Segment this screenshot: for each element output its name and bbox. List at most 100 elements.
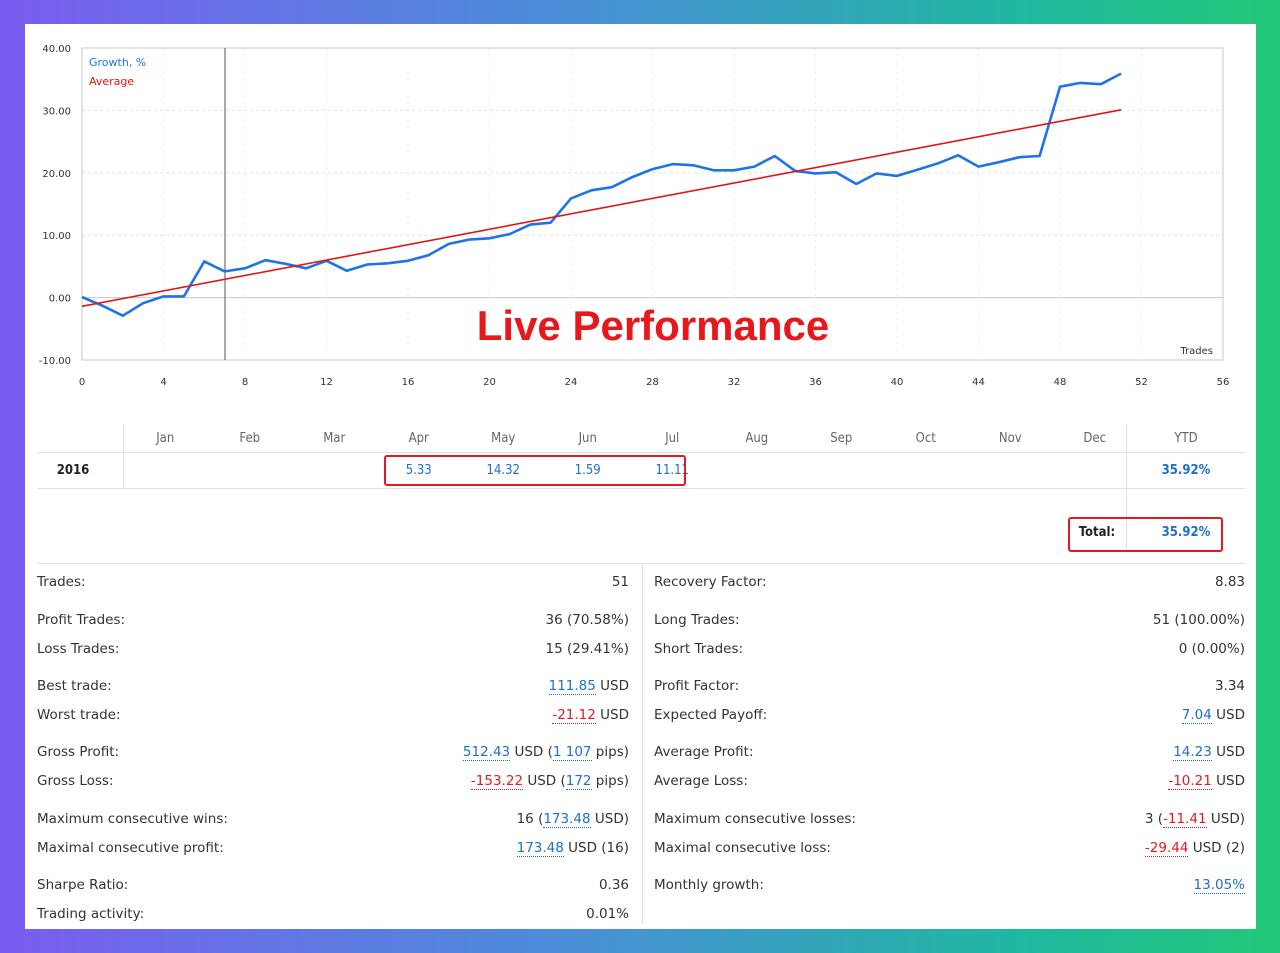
- stat-value: -29.44 USD (2): [1144, 840, 1245, 857]
- highlight-box-months: [384, 455, 686, 486]
- stat-value-text: USD (: [510, 744, 553, 760]
- y-tick-labels: 40.00 30.00 20.00 10.00 0.00 -10.00: [39, 44, 71, 367]
- stat-label: Monthly growth:: [654, 877, 764, 893]
- average-series-line[interactable]: [81, 109, 1122, 308]
- stat-label: Maximum consecutive wins:: [37, 811, 228, 827]
- month-header-oct: Oct: [915, 431, 936, 446]
- stat-value-link[interactable]: 512.43: [462, 744, 511, 761]
- y-tick-label: 40.00: [42, 44, 71, 55]
- stat-value: 0 (0.00%): [1178, 641, 1245, 657]
- total-value: 35.92%: [1161, 525, 1211, 540]
- x-tick-label: 32: [728, 377, 741, 388]
- stat-value: 111.85 USD: [548, 678, 629, 695]
- x-tick-label: 8: [242, 377, 248, 388]
- stat-label: Short Trades:: [654, 641, 744, 657]
- stat-value-text: USD: [1211, 707, 1245, 723]
- x-tick-label: 40: [891, 377, 904, 388]
- stat-value-text: 3 (: [1144, 811, 1164, 827]
- stat-value: 3 (-11.41 USD): [1144, 811, 1245, 828]
- stat-value-text: USD (16): [563, 840, 629, 856]
- stat-value-link[interactable]: 13.05%: [1193, 877, 1245, 894]
- month-header-feb: Feb: [239, 431, 261, 446]
- growth-series-line[interactable]: [81, 72, 1122, 318]
- stat-value-link[interactable]: 1 107: [552, 744, 592, 761]
- stat-value-link[interactable]: -21.12: [552, 707, 596, 724]
- stat-label: Long Trades:: [654, 612, 740, 628]
- stat-value-text: USD: [595, 678, 629, 694]
- stat-value: 15 (29.41%): [545, 641, 629, 657]
- x-tick-label: 4: [160, 377, 166, 388]
- stat-value-link[interactable]: 111.85: [548, 678, 596, 695]
- stat-label: Recovery Factor:: [654, 574, 767, 590]
- stat-value-link[interactable]: -29.44: [1144, 840, 1189, 857]
- stat-label: Maximal consecutive loss:: [654, 840, 831, 856]
- stat-value-text: USD): [590, 811, 629, 827]
- stat-value-link[interactable]: 172: [565, 773, 592, 790]
- stat-value-link[interactable]: 173.48: [543, 811, 591, 828]
- stat-label: Worst trade:: [37, 707, 121, 723]
- chart-grid: [82, 48, 1223, 360]
- stat-value: 8.83: [1214, 574, 1245, 590]
- stat-value: 36 (70.58%): [545, 612, 629, 628]
- stat-value: 0.36: [598, 877, 629, 893]
- stat-value-link[interactable]: -11.41: [1163, 811, 1207, 828]
- x-tick-label: 20: [483, 377, 496, 388]
- y-tick-label: 0.00: [49, 294, 71, 305]
- stat-value-link[interactable]: 7.04: [1181, 707, 1212, 724]
- x-tick-label: 24: [565, 377, 578, 388]
- month-value-jun[interactable]: 1.59: [574, 463, 601, 478]
- stat-value-link[interactable]: -10.21: [1168, 773, 1212, 790]
- stat-value-text: USD: [1211, 744, 1245, 760]
- stat-value: 0.01%: [586, 906, 629, 922]
- x-tick-label: 52: [1135, 377, 1148, 388]
- month-header-mar: Mar: [323, 431, 346, 446]
- stat-value: -10.21 USD: [1168, 773, 1245, 790]
- stat-value-link[interactable]: 14.23: [1173, 744, 1212, 761]
- month-value-may[interactable]: 14.32: [486, 463, 520, 478]
- y-tick-label: 10.00: [42, 231, 71, 242]
- y-tick-label: 30.00: [42, 106, 71, 117]
- month-header-dec: Dec: [1083, 431, 1107, 446]
- x-tick-label: 16: [402, 377, 415, 388]
- stat-value-text: USD (: [523, 773, 566, 789]
- legend-average[interactable]: Average: [89, 75, 134, 88]
- x-tick-label: 56: [1217, 377, 1230, 388]
- table-bottom-divider: [37, 563, 1245, 564]
- month-header-sep: Sep: [830, 431, 853, 446]
- month-header-jan: Jan: [156, 431, 175, 446]
- stat-value: 14.23 USD: [1173, 744, 1245, 761]
- stat-label: Trading activity:: [37, 906, 145, 922]
- stat-value-link[interactable]: -153.22: [470, 773, 524, 790]
- ytd-value: 35.92%: [1161, 463, 1211, 478]
- x-axis-label: Trades: [1179, 346, 1213, 357]
- month-value-jul[interactable]: 11.11: [655, 463, 689, 478]
- stat-value: 512.43 USD (1 107 pips): [462, 744, 629, 761]
- chart-series: [81, 72, 1122, 318]
- legend-growth[interactable]: Growth, %: [89, 56, 146, 69]
- chart-title-overlay: Live Performance: [477, 302, 830, 349]
- stat-value: -153.22 USD (172 pips): [470, 773, 629, 790]
- stat-value-text: 16 (: [516, 811, 544, 827]
- stat-value-link[interactable]: 173.48: [516, 840, 564, 857]
- stat-value: 13.05%: [1193, 877, 1245, 894]
- month-header-jun: Jun: [578, 431, 597, 446]
- table-col-divider: [123, 424, 124, 488]
- month-header-ytd: YTD: [1174, 431, 1198, 446]
- performance-card: 40.00 30.00 20.00 10.00 0.00 -10.00 0 4 8 12 16 20…: [25, 24, 1256, 929]
- stat-label: Average Loss:: [654, 773, 748, 789]
- chart-axes: [81, 47, 1224, 361]
- stat-value: 7.04 USD: [1181, 707, 1245, 724]
- stat-label: Maximum consecutive losses:: [654, 811, 856, 827]
- stat-value: 51: [611, 574, 629, 590]
- month-value-apr[interactable]: 5.33: [405, 463, 432, 478]
- stat-value: 173.48 USD (16): [516, 840, 629, 857]
- table-header-divider: [37, 452, 1245, 453]
- stat-value: 51 (100.00%): [1152, 612, 1245, 628]
- stat-label: Trades:: [37, 574, 86, 590]
- stat-value: -21.12 USD: [552, 707, 629, 724]
- stat-label: Average Profit:: [654, 744, 754, 760]
- x-tick-label: 44: [972, 377, 985, 388]
- x-tick-label: 0: [79, 377, 85, 388]
- plot-frame: [81, 47, 1224, 361]
- stat-label: Profit Factor:: [654, 678, 740, 694]
